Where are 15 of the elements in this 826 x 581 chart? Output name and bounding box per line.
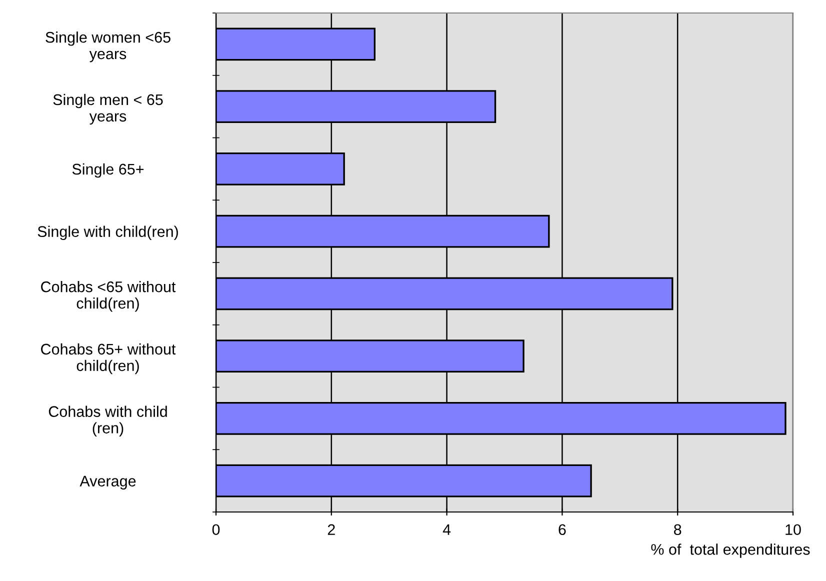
y-tick-label: Average — [80, 476, 136, 490]
y-tick-label: Single 65+ — [72, 163, 144, 178]
y-tick-label: Single men < 65 years — [53, 94, 163, 125]
x-tick-label: 10 — [786, 524, 801, 536]
y-tick-label: Cohabs with child (ren) — [48, 406, 167, 436]
x-tick-label: 0 — [212, 524, 220, 536]
x-tick-label: 8 — [674, 524, 682, 536]
x-tick-label: 4 — [442, 524, 451, 535]
x-tick-label: 2 — [328, 524, 335, 535]
y-tick-label: Cohabs 65+ without child(ren) — [41, 343, 176, 374]
x-tick-label: 6 — [558, 524, 566, 536]
y-tick-label: Single women <65 years — [46, 32, 170, 62]
y-tick-label: Single with child(ren) — [38, 226, 178, 240]
y-tick-label: Cohabs <65 without child(ren) — [41, 281, 176, 312]
x-axis-title: % of total expenditures — [651, 544, 810, 558]
